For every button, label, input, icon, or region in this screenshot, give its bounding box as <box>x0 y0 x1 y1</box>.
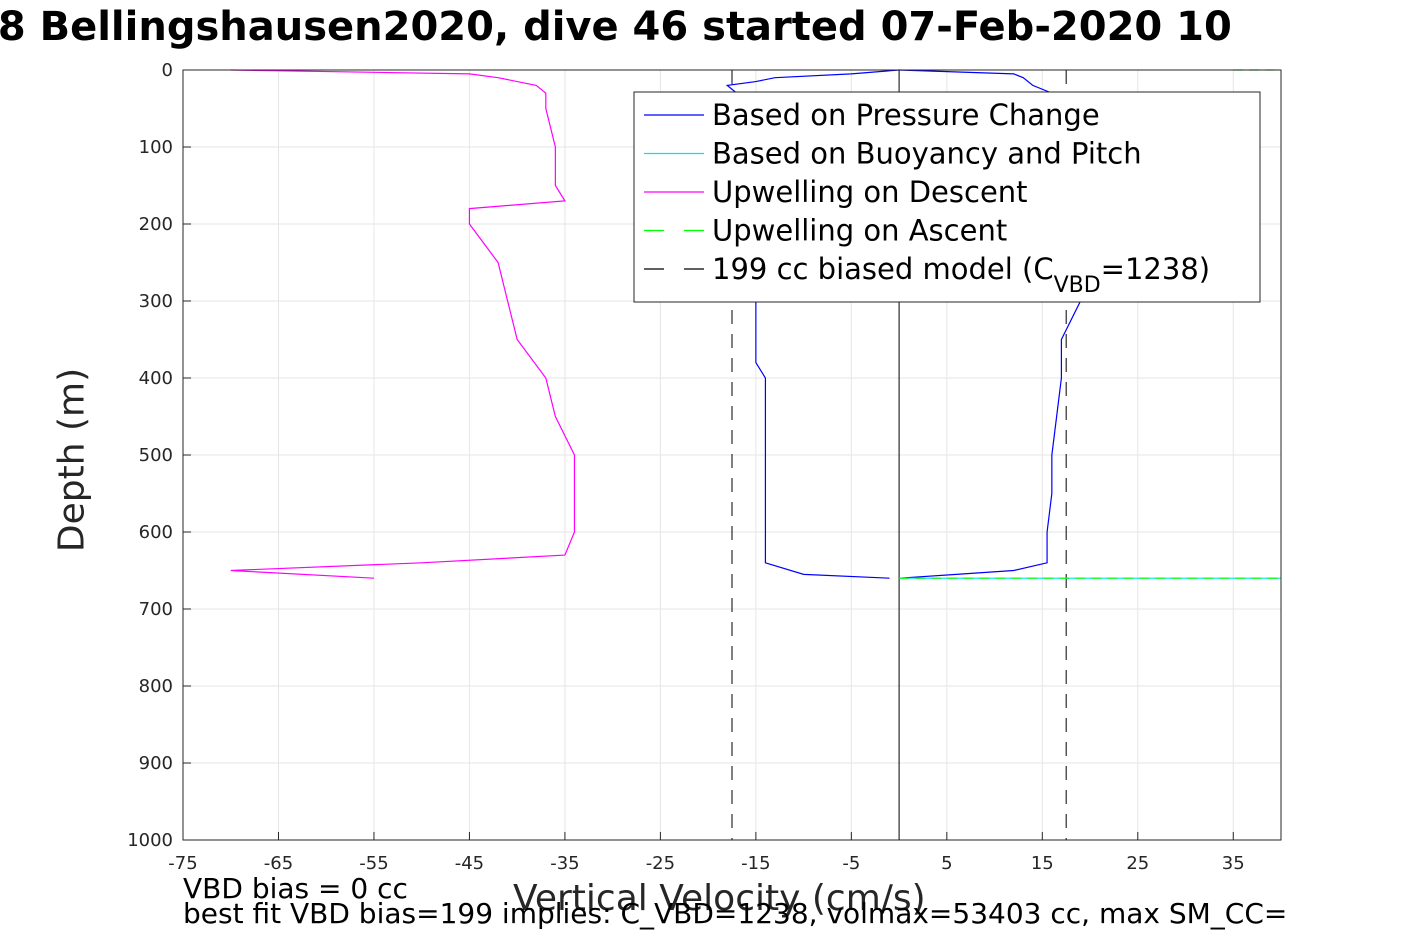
y-tick-label: 1000 <box>127 830 173 851</box>
y-tick-label: 900 <box>139 753 173 774</box>
y-tick-label: 400 <box>139 368 173 389</box>
y-tick-label: 800 <box>139 676 173 697</box>
legend-label: Upwelling on Descent <box>712 175 1028 209</box>
x-ticks: -75 -65 -55 -45 -35 -25 -15 -5 5 15 25 35 <box>168 832 1245 874</box>
legend-label: Based on Buoyancy and Pitch <box>712 137 1142 171</box>
y-tick-label: 0 <box>162 60 173 81</box>
y-tick-label: 700 <box>139 599 173 620</box>
x-tick-label: 35 <box>1222 853 1245 874</box>
legend: Based on Pressure Change Based on Buoyanc… <box>633 91 1261 303</box>
x-tick-label: -5 <box>842 853 860 874</box>
x-tick-label: -55 <box>359 853 388 874</box>
x-tick-label: -65 <box>264 853 293 874</box>
y-tick-label: 300 <box>139 291 173 312</box>
chart-title: 58 Bellingshausen2020, dive 46 started 0… <box>0 4 1232 50</box>
y-tick-label: 500 <box>139 445 173 466</box>
x-tick-label: -35 <box>550 853 579 874</box>
x-axis-label: Vertical Velocity (cm/s) <box>513 878 926 919</box>
x-tick-label: -45 <box>455 853 484 874</box>
x-tick-label: -25 <box>646 853 675 874</box>
legend-box <box>633 91 1261 303</box>
series-upwelling-on-descent <box>230 69 576 579</box>
x-tick-label: -75 <box>168 853 197 874</box>
y-axis-label: Depth (m) <box>51 367 93 553</box>
legend-label: Based on Pressure Change <box>712 98 1100 132</box>
legend-label: Upwelling on Ascent <box>712 214 1007 248</box>
x-tick-label: 5 <box>941 853 952 874</box>
footer-line-1: VBD bias = 0 cc <box>183 872 408 905</box>
y-tick-label: 200 <box>139 214 173 235</box>
x-tick-label: -15 <box>741 853 770 874</box>
y-tick-label: 100 <box>139 137 173 158</box>
x-tick-label: 15 <box>1031 853 1054 874</box>
y-ticks: 0 100 200 300 400 500 600 700 800 900 1000 <box>127 60 191 851</box>
y-tick-label: 600 <box>139 522 173 543</box>
x-tick-label: 25 <box>1126 853 1149 874</box>
footer-line-2: best fit VBD bias=199 implies: C_VBD=123… <box>183 897 1288 930</box>
